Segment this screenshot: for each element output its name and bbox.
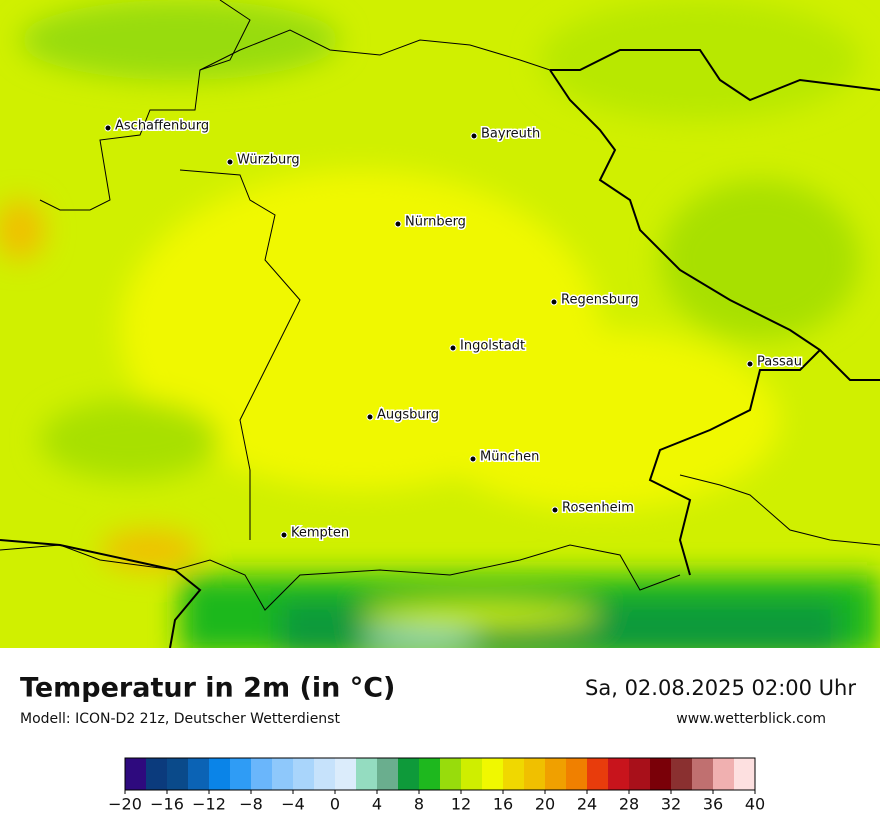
city-label: Rosenheim (562, 501, 634, 516)
colorbar-bin (293, 758, 314, 790)
colorbar-bin (461, 758, 482, 790)
cities: Aschaffenburg Würzburg Bayreuth Nürnberg Reg… (104, 117, 803, 542)
colorbar-tick-label: −12 (192, 795, 226, 814)
colorbar-bin (440, 758, 461, 790)
colorbar: −20 −16 −12 −8 −4 0 4 8 12 16 20 24 28 32 36 40 (108, 757, 765, 814)
website: www.wetterblick.com (676, 711, 826, 727)
city-dot (226, 158, 234, 166)
colorbar-bin (251, 758, 272, 790)
colorbar-bin (188, 758, 209, 790)
colorbar-bin (713, 758, 734, 790)
colorbar-tick-label: −20 (108, 795, 142, 814)
city-dot (470, 132, 478, 140)
colorbar-bin (608, 758, 629, 790)
colorbar-tick-label: 32 (661, 795, 681, 814)
colorbar-bin (314, 758, 335, 790)
city-dot (104, 124, 112, 132)
colorbar-bin (377, 758, 398, 790)
colorbar-tick-label: 0 (330, 795, 340, 814)
city-label: Würzburg (237, 153, 300, 168)
colorbar-tick-label: 4 (372, 795, 382, 814)
city-label: Nürnberg (405, 215, 466, 230)
city-dot (551, 506, 559, 514)
colorbar-bin (398, 758, 419, 790)
colorbar-bin (734, 758, 755, 790)
colorbar-bin (629, 758, 650, 790)
colorbar-tick-label: 16 (493, 795, 513, 814)
colorbar-tick-label: −4 (281, 795, 305, 814)
city-label: München (480, 450, 539, 465)
temperature-map (0, 0, 880, 648)
colorbar-bin (356, 758, 377, 790)
colorbar-tick-label: 40 (745, 795, 765, 814)
map-subtitle: Modell: ICON-D2 21z, Deutscher Wetterdie… (20, 711, 340, 727)
colorbar-bin (125, 758, 146, 790)
city-label: Augsburg (377, 408, 439, 423)
colorbar-bin (503, 758, 524, 790)
city-label: Aschaffenburg (115, 119, 209, 134)
colorbar-tick-label: 24 (577, 795, 597, 814)
temperature-field (0, 0, 880, 648)
city-dot (469, 455, 477, 463)
city-label: Bayreuth (481, 127, 540, 142)
colorbar-frame (124, 757, 756, 791)
country-borders (0, 49, 880, 648)
colorbar-bin (524, 758, 545, 790)
city-dot (394, 220, 402, 228)
borders (0, 0, 880, 611)
colorbar-bin (692, 758, 713, 790)
city-label: Ingolstadt (460, 339, 525, 354)
map-title: Temperatur in 2m (in °C) (20, 673, 395, 704)
colorbar-bin (146, 758, 167, 790)
colorbar-tick-label: 28 (619, 795, 639, 814)
city-label: Passau (757, 355, 802, 370)
city-dot (449, 344, 457, 352)
colorbar-bin (335, 758, 356, 790)
colorbar-bin (209, 758, 230, 790)
colorbar-tick-label: −8 (239, 795, 263, 814)
colorbar-bin (587, 758, 608, 790)
colorbar-tick-label: −16 (150, 795, 184, 814)
city-label: Kempten (291, 526, 349, 541)
colorbar-bin (272, 758, 293, 790)
colorbar-bin (482, 758, 503, 790)
colorbar-bin (566, 758, 587, 790)
colorbar-bin (545, 758, 566, 790)
city-dot (366, 413, 374, 421)
city-dot (746, 360, 754, 368)
colorbar-bin (230, 758, 251, 790)
colorbar-tick-label: 12 (451, 795, 471, 814)
colorbar-tick-label: 8 (414, 795, 424, 814)
city-dot (280, 531, 288, 539)
colorbar-bin (671, 758, 692, 790)
colorbar-bin (419, 758, 440, 790)
colorbar-bin (167, 758, 188, 790)
valid-time: Sa, 02.08.2025 02:00 Uhr (585, 676, 856, 700)
city-label: Regensburg (561, 293, 639, 308)
city-dot (550, 298, 558, 306)
colorbar-tick-label: 36 (703, 795, 723, 814)
colorbar-bin (650, 758, 671, 790)
colorbar-tick-label: 20 (535, 795, 555, 814)
